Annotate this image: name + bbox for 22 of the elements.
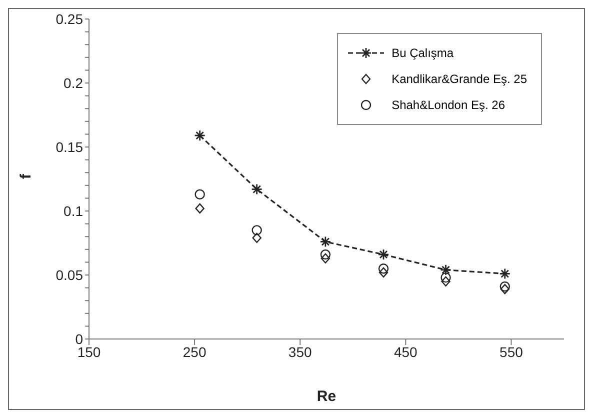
point xyxy=(378,264,389,274)
y-tick-label: 0.1 xyxy=(64,202,84,219)
point xyxy=(440,272,451,283)
x-tick-label: 250 xyxy=(182,344,206,360)
y-tick-label: 0.05 xyxy=(56,266,84,283)
x-tick-label: 550 xyxy=(500,344,524,360)
point xyxy=(252,232,262,243)
x-tick-label: 450 xyxy=(394,344,418,360)
point xyxy=(320,249,331,260)
y-tick-label: 0.15 xyxy=(56,138,84,155)
legend-label: Shah&London Eş. 26 xyxy=(392,98,506,112)
legend-label: Bu Çalışma xyxy=(392,46,454,60)
point xyxy=(252,225,262,236)
legend-label: Kandlikar&Grande Eş. 25 xyxy=(392,72,527,86)
point xyxy=(500,281,510,292)
y-tick-label: 0.25 xyxy=(56,10,84,27)
point xyxy=(195,203,204,214)
y-axis-title: f xyxy=(17,173,34,179)
x-axis-title: Re xyxy=(316,388,336,405)
x-tick-label: 350 xyxy=(288,344,312,360)
y-tick-label: 0.2 xyxy=(64,74,84,91)
point xyxy=(194,189,205,200)
